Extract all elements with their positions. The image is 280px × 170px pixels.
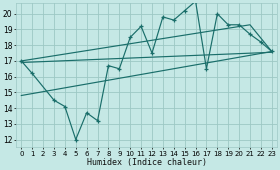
X-axis label: Humidex (Indice chaleur): Humidex (Indice chaleur) bbox=[87, 158, 207, 167]
